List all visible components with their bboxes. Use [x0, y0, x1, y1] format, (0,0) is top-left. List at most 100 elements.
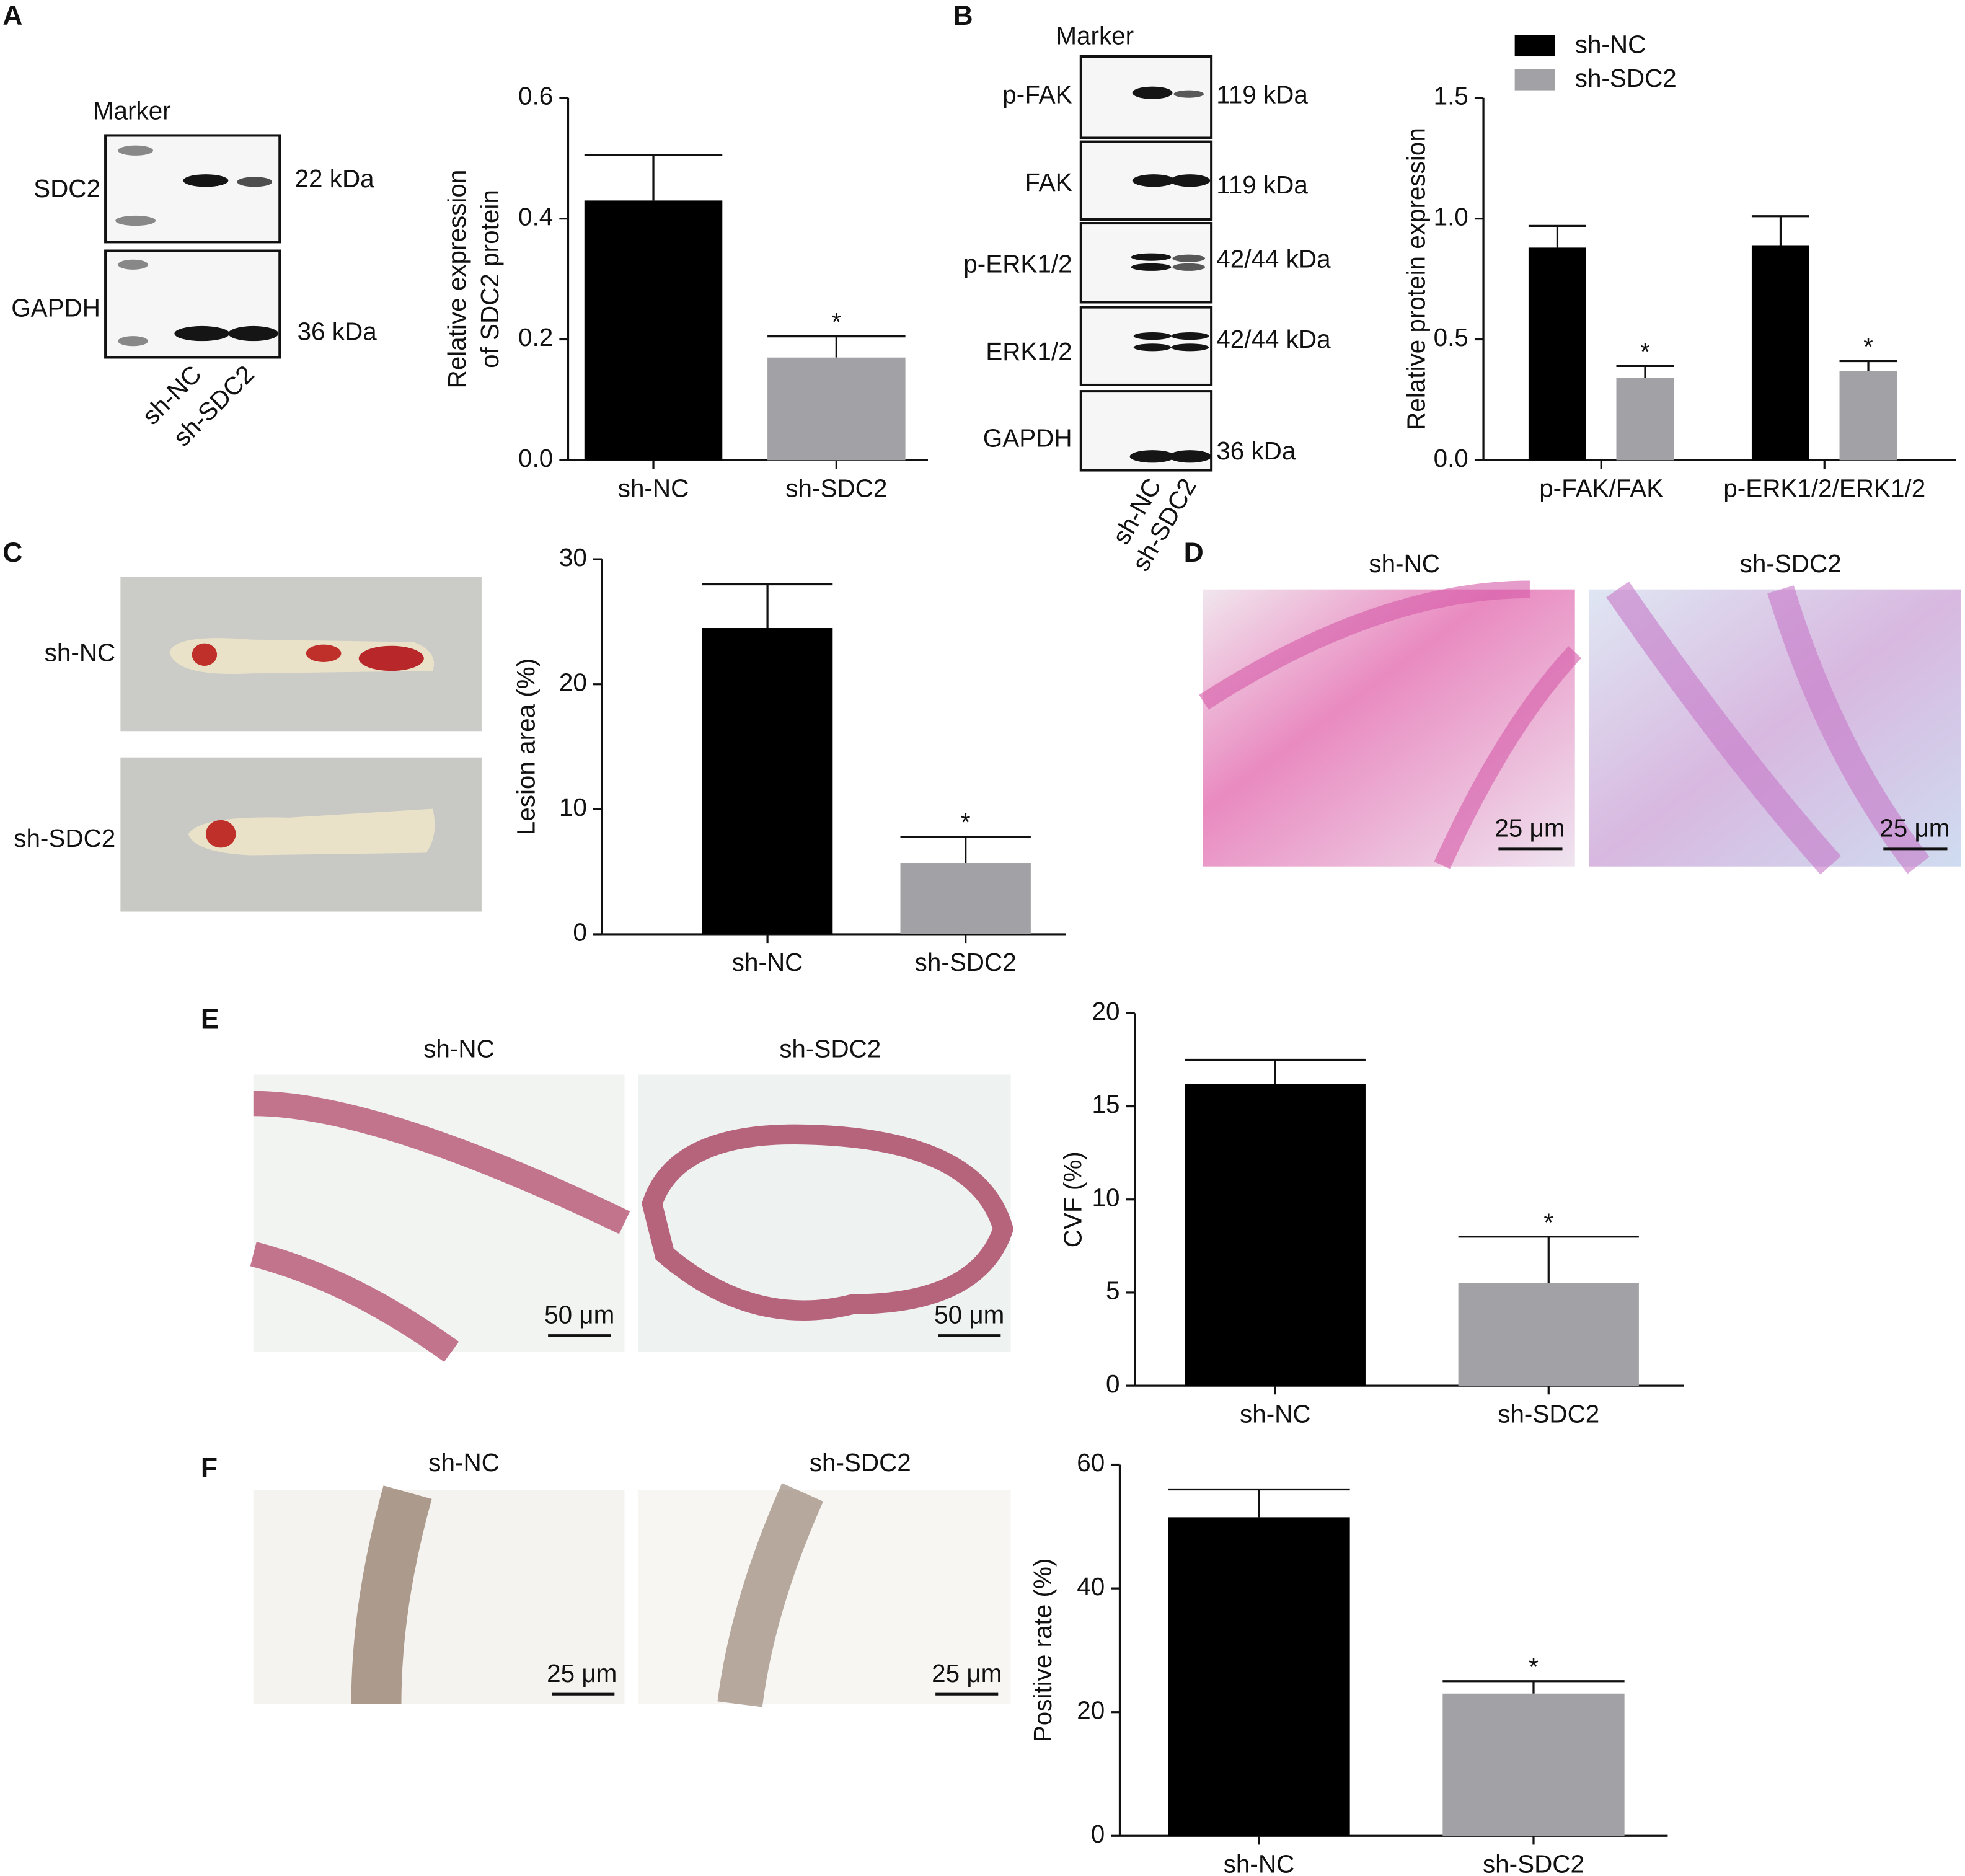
stain-f: sh-NC sh-SDC2 25 μm 25 μm — [253, 1448, 1011, 1707]
x-tick-label: sh-NC — [732, 948, 803, 976]
lesion — [358, 645, 424, 671]
band — [1131, 253, 1172, 261]
band — [118, 336, 148, 347]
panel-label: C — [2, 538, 22, 568]
y-tick-label: 0.0 — [1434, 444, 1468, 472]
tissue — [1199, 580, 1582, 869]
stain-e: sh-NC sh-SDC2 50 μm 50 μm — [250, 1035, 1014, 1362]
row-label: GAPDH — [11, 293, 100, 322]
band — [1172, 263, 1206, 271]
band — [1132, 174, 1175, 187]
scale-label: 25 μm — [932, 1659, 1002, 1688]
bar — [1442, 1693, 1625, 1836]
band — [1133, 343, 1172, 352]
y-tick-label: 0.2 — [518, 323, 553, 352]
band — [1171, 343, 1209, 352]
scale-label: 50 μm — [544, 1301, 614, 1329]
x-tick-label: sh-SDC2 — [785, 474, 887, 503]
bar — [1751, 245, 1809, 461]
x-tick-label: sh-SDC2 — [1483, 1850, 1584, 1876]
band — [1168, 450, 1212, 463]
y-tick-label: 0.5 — [1434, 323, 1468, 352]
photos-c: sh-NC sh-SDC2 — [14, 577, 482, 912]
y-axis-label: Positive rate (%) — [1028, 1559, 1057, 1743]
legend-label: sh-SDC2 — [1575, 64, 1677, 92]
row-label: sh-SDC2 — [14, 824, 115, 852]
size-label: 119 kDa — [1216, 80, 1308, 108]
size-label: 119 kDa — [1216, 170, 1308, 199]
y-tick-label: 15 — [1092, 1090, 1120, 1118]
significance: * — [961, 808, 971, 836]
blot-b: Marker p-FAK FAK p-ERK1/2 ERK1/2 GAPDH 1… — [963, 21, 1331, 575]
y-tick-label: 10 — [1092, 1183, 1120, 1211]
y-axis-label: of SDC2 protein — [475, 190, 504, 368]
band — [1132, 86, 1173, 99]
bar — [1839, 371, 1897, 461]
bar — [584, 200, 723, 461]
x-tick-label: sh-NC — [1240, 1399, 1311, 1428]
blot-box — [1079, 222, 1213, 304]
band — [115, 215, 156, 226]
stain-d: sh-NC sh-SDC2 25 μm 25 μm — [1199, 549, 1961, 875]
significance: * — [1529, 1652, 1539, 1681]
x-tick-label: sh-SDC2 — [1498, 1399, 1599, 1428]
y-axis-label: CVF (%) — [1058, 1151, 1087, 1247]
tissue — [1606, 582, 1930, 875]
scale-label: 25 μm — [1879, 814, 1950, 843]
column-label: sh-SDC2 — [779, 1035, 881, 1063]
column-label: sh-NC — [428, 1448, 500, 1477]
y-tick-label: 20 — [1077, 1696, 1105, 1724]
y-tick-label: 60 — [1077, 1448, 1105, 1477]
y-tick-label: 20 — [559, 668, 587, 696]
y-axis-label: Relative protein expression — [1402, 128, 1431, 430]
micrograph — [638, 1490, 1011, 1704]
lesion — [205, 820, 236, 848]
legend-swatch — [1514, 69, 1555, 91]
row-label: GAPDH — [983, 424, 1072, 453]
row-label: p-FAK — [1002, 80, 1072, 108]
y-axis-label: Relative expression — [443, 170, 471, 389]
row-label: sh-NC — [45, 639, 116, 667]
band — [174, 325, 230, 342]
x-tick-label: sh-NC — [1224, 1850, 1295, 1876]
scale-label: 25 μm — [1495, 814, 1565, 843]
aorta — [188, 808, 435, 856]
scale-label: 25 μm — [547, 1659, 617, 1688]
micrograph — [253, 1490, 625, 1704]
y-tick-label: 0.4 — [518, 202, 553, 231]
band — [118, 259, 148, 270]
tissue — [642, 1124, 1014, 1321]
y-tick-label: 0 — [573, 918, 587, 947]
significance: * — [1543, 1208, 1553, 1236]
significance: * — [831, 308, 841, 336]
band — [1171, 332, 1209, 340]
x-tick-label: sh-SDC2 — [915, 948, 1017, 976]
y-tick-label: 30 — [559, 543, 587, 572]
band — [228, 325, 279, 342]
bar — [1168, 1517, 1350, 1836]
band — [1133, 332, 1172, 340]
panel-label: F — [201, 1453, 218, 1483]
band — [1172, 254, 1206, 262]
size-label: 36 kDa — [298, 317, 378, 346]
bar — [900, 863, 1031, 934]
x-tick-label: sh-NC — [618, 474, 689, 503]
panel-label: E — [201, 1004, 219, 1034]
y-tick-label: 0 — [1091, 1820, 1105, 1848]
significance: * — [1863, 332, 1873, 361]
y-tick-label: 1.5 — [1434, 81, 1468, 110]
tissue — [351, 1485, 432, 1704]
bar — [702, 628, 833, 934]
panel-label: B — [953, 1, 973, 31]
y-axis-label: Lesion area (%) — [511, 658, 540, 835]
row-label: p-ERK1/2 — [963, 250, 1072, 278]
y-tick-label: 0.6 — [518, 81, 553, 110]
x-tick-label: p-FAK/FAK — [1539, 474, 1663, 503]
column-label: sh-SDC2 — [810, 1448, 911, 1477]
band — [1170, 174, 1211, 187]
y-tick-label: 20 — [1092, 997, 1120, 1025]
x-tick-label: p-ERK1/2/ERK1/2 — [1723, 474, 1925, 503]
bar — [1616, 378, 1674, 461]
legend-swatch — [1514, 35, 1555, 57]
